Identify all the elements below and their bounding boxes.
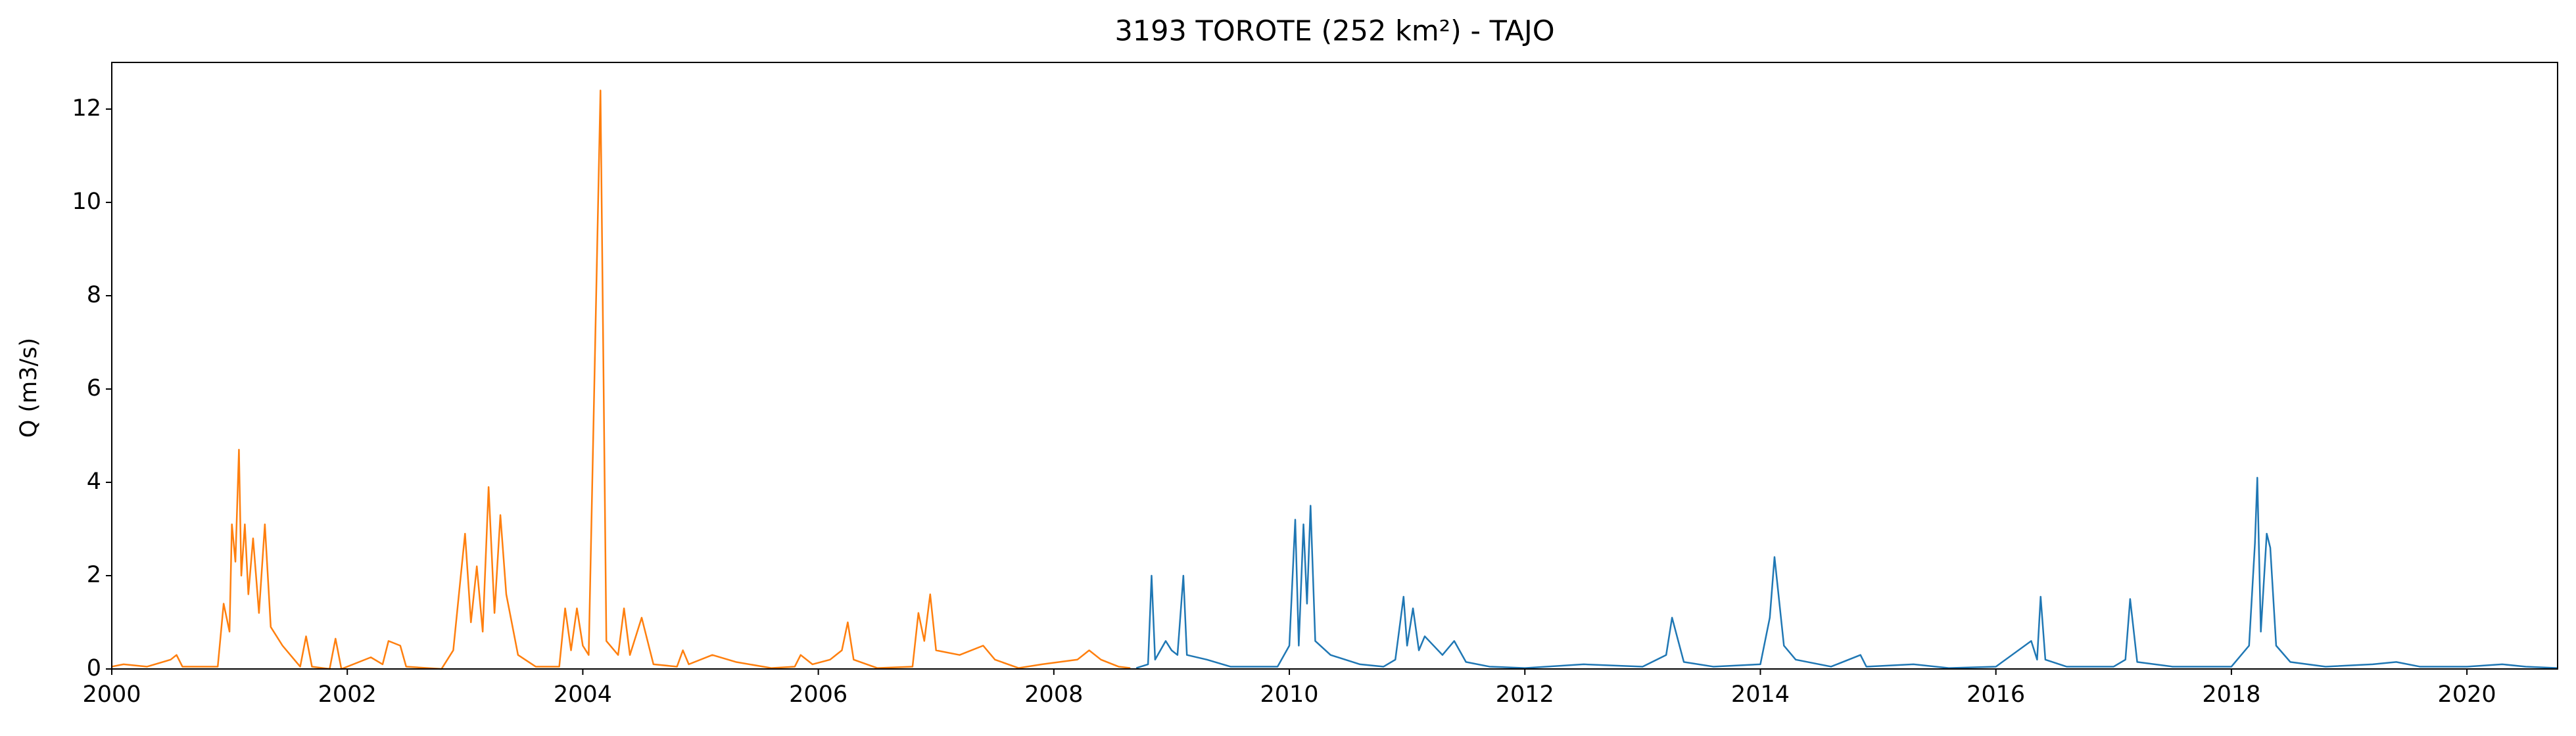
x-tick-label: 2016 [1967, 681, 2025, 708]
x-tick-label: 2000 [82, 681, 141, 708]
y-axis-label: Q (m3/s) [16, 338, 42, 438]
x-tick-label: 2002 [318, 681, 377, 708]
y-tick-label: 12 [72, 95, 101, 122]
line-series [111, 89, 1131, 670]
x-tick-label: 2020 [2438, 681, 2496, 708]
x-tick-label: 2010 [1260, 681, 1319, 708]
x-tick-label: 2018 [2202, 681, 2260, 708]
x-tick-label: 2006 [789, 681, 847, 708]
x-tick-label: 2004 [554, 681, 612, 708]
chart-title: 3193 TOROTE (252 km²) - TAJO [1114, 15, 1554, 48]
y-tick-label: 4 [87, 469, 101, 495]
y-tick-label: 0 [87, 655, 101, 681]
y-tick-label: 8 [87, 282, 101, 308]
y-tick-label: 2 [87, 562, 101, 588]
plot-frame [111, 62, 2558, 670]
x-tick-label: 2008 [1024, 681, 1083, 708]
y-tick-label: 10 [72, 189, 101, 215]
y-tick-label: 6 [87, 375, 101, 402]
x-tick-label: 2012 [1496, 681, 1554, 708]
line-series [1135, 476, 2558, 669]
x-tick-label: 2014 [1731, 681, 1790, 708]
